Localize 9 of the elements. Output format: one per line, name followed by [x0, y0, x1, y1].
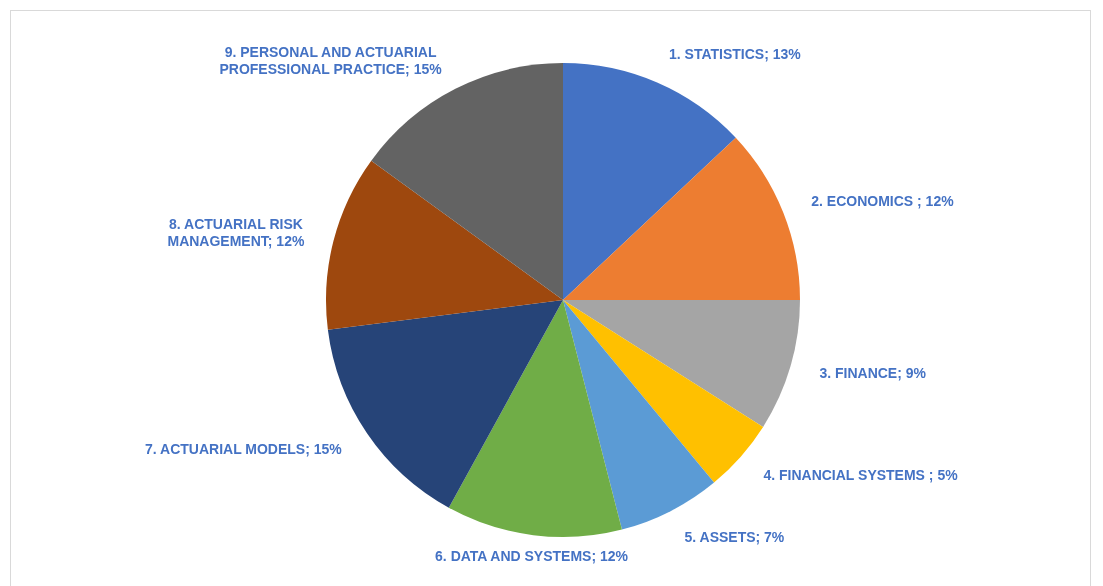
slice-label: 5. ASSETS; 7%: [684, 528, 785, 545]
slice-label: 3. FINANCE; 9%: [819, 365, 927, 382]
slice-label: 8. ACTUARIAL RISK MANAGEMENT; 12%: [167, 215, 305, 249]
slice-label: 4. FINANCIAL SYSTEMS ; 5%: [763, 467, 959, 484]
slice-label: 1. STATISTICS; 13%: [669, 45, 802, 62]
slice-label: 6. DATA AND SYSTEMS; 12%: [435, 548, 629, 565]
slice-label: 2. ECONOMICS ; 12%: [811, 192, 955, 209]
slice-label: 7. ACTUARIAL MODELS; 15%: [144, 440, 343, 457]
slice-label: 9. PERSONAL AND ACTUARIAL PROFESSIONAL PRACTICE; 15%: [219, 44, 443, 78]
